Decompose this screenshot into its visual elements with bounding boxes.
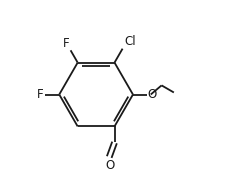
Text: Cl: Cl <box>123 35 135 48</box>
Text: F: F <box>63 36 69 50</box>
Text: O: O <box>147 88 156 101</box>
Text: F: F <box>37 88 44 101</box>
Text: O: O <box>104 159 114 172</box>
